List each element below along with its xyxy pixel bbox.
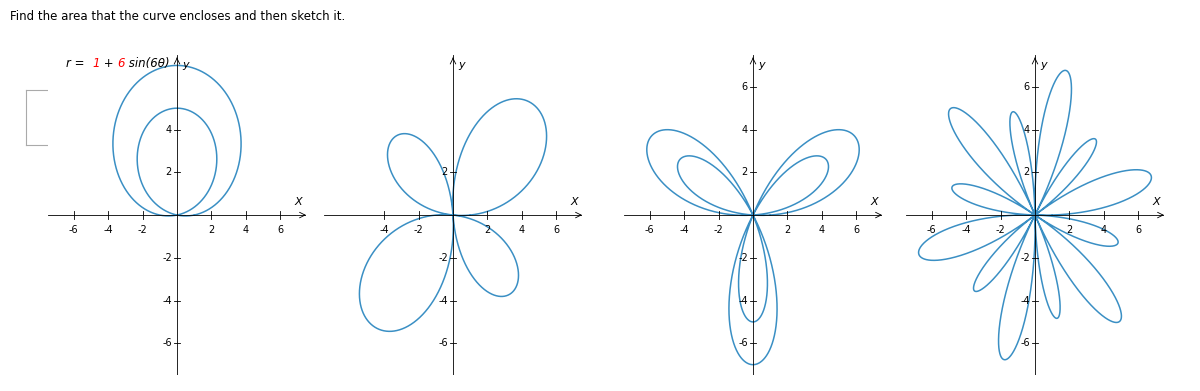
Text: 2: 2 xyxy=(742,167,748,177)
Text: 6: 6 xyxy=(277,225,283,235)
Text: +: + xyxy=(100,57,116,70)
Text: r =: r = xyxy=(66,57,89,70)
Text: -6: -6 xyxy=(926,225,937,235)
Text: -2: -2 xyxy=(438,253,448,263)
Text: 6: 6 xyxy=(1135,225,1141,235)
Text: 2: 2 xyxy=(1067,225,1073,235)
Text: y: y xyxy=(458,59,464,70)
Text: -2: -2 xyxy=(414,225,424,235)
Text: -4: -4 xyxy=(379,225,389,235)
Text: -2: -2 xyxy=(996,225,1006,235)
Text: X: X xyxy=(570,197,578,206)
Text: 4: 4 xyxy=(166,125,172,135)
Text: -4: -4 xyxy=(438,296,448,305)
Text: X: X xyxy=(870,197,878,206)
Text: -2: -2 xyxy=(138,225,148,235)
Text: -4: -4 xyxy=(679,225,689,235)
Text: sin(6θ): sin(6θ) xyxy=(125,57,169,70)
Text: -4: -4 xyxy=(961,225,971,235)
Text: -4: -4 xyxy=(162,296,172,305)
Text: -6: -6 xyxy=(162,338,172,348)
Text: 2: 2 xyxy=(1024,167,1030,177)
Text: 4: 4 xyxy=(518,225,524,235)
Text: 2: 2 xyxy=(785,225,791,235)
Text: y: y xyxy=(182,59,188,70)
Text: 2: 2 xyxy=(442,167,448,177)
Text: 4: 4 xyxy=(1024,125,1030,135)
Text: -4: -4 xyxy=(103,225,113,235)
Text: -6: -6 xyxy=(644,225,655,235)
Text: Find the area that the curve encloses and then sketch it.: Find the area that the curve encloses an… xyxy=(10,10,344,23)
Text: -2: -2 xyxy=(738,253,748,263)
Text: 4: 4 xyxy=(742,125,748,135)
Text: 6: 6 xyxy=(742,82,748,92)
Text: y: y xyxy=(1040,59,1046,70)
Text: 1: 1 xyxy=(92,57,100,70)
Text: -6: -6 xyxy=(1020,338,1030,348)
Text: X: X xyxy=(1152,197,1160,206)
Text: 4: 4 xyxy=(242,225,248,235)
Text: -2: -2 xyxy=(1020,253,1030,263)
Text: -2: -2 xyxy=(714,225,724,235)
Text: -6: -6 xyxy=(68,225,79,235)
Text: -2: -2 xyxy=(162,253,172,263)
Text: 6: 6 xyxy=(553,225,559,235)
Text: 6: 6 xyxy=(1024,82,1030,92)
Text: 6: 6 xyxy=(853,225,859,235)
Text: X: X xyxy=(294,197,302,206)
Text: -6: -6 xyxy=(438,338,448,348)
Text: y: y xyxy=(758,59,764,70)
Text: -4: -4 xyxy=(1020,296,1030,305)
Text: 4: 4 xyxy=(1100,225,1106,235)
Text: -4: -4 xyxy=(738,296,748,305)
Text: -6: -6 xyxy=(738,338,748,348)
Text: 6: 6 xyxy=(118,57,125,70)
Text: 2: 2 xyxy=(485,225,491,235)
Text: 2: 2 xyxy=(166,167,172,177)
Text: 2: 2 xyxy=(209,225,215,235)
Text: 4: 4 xyxy=(818,225,824,235)
